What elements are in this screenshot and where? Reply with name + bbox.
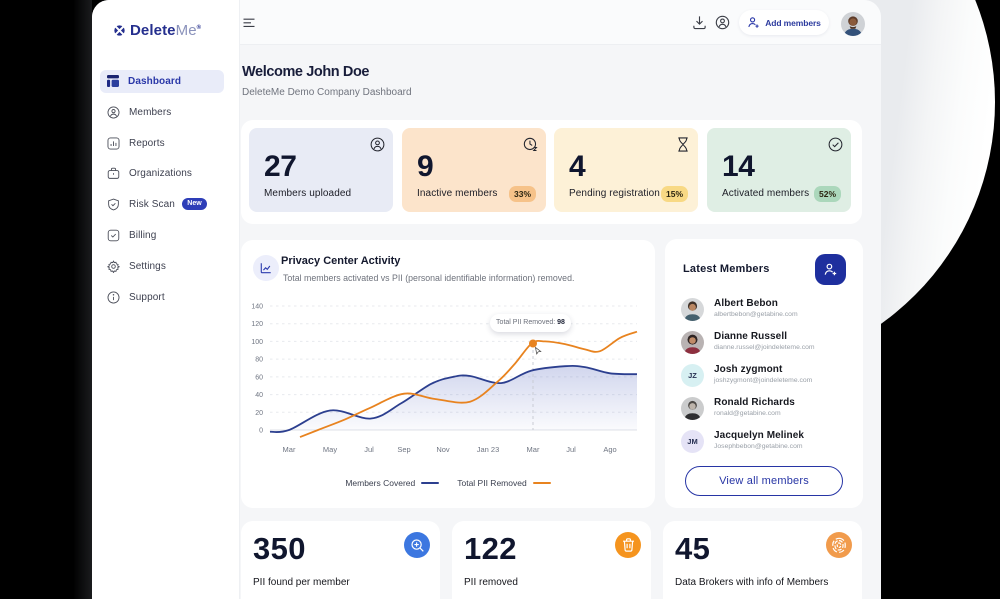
svg-text:140: 140 bbox=[251, 304, 263, 311]
svg-text:May: May bbox=[323, 445, 337, 454]
svg-text:Sep: Sep bbox=[397, 445, 410, 454]
svg-text:0: 0 bbox=[259, 428, 263, 435]
svg-text:80: 80 bbox=[255, 357, 263, 364]
svg-text:20: 20 bbox=[255, 410, 263, 417]
svg-text:Mar: Mar bbox=[527, 445, 540, 454]
svg-text:Mar: Mar bbox=[283, 445, 296, 454]
svg-text:120: 120 bbox=[251, 321, 263, 328]
svg-text:60: 60 bbox=[255, 374, 263, 381]
svg-text:Jul: Jul bbox=[566, 445, 576, 454]
svg-text:Jul: Jul bbox=[364, 445, 374, 454]
svg-text:Jan 23: Jan 23 bbox=[477, 445, 500, 454]
svg-text:Nov: Nov bbox=[436, 445, 450, 454]
svg-text:Ago: Ago bbox=[603, 445, 616, 454]
svg-text:40: 40 bbox=[255, 392, 263, 399]
svg-text:100: 100 bbox=[251, 339, 263, 346]
